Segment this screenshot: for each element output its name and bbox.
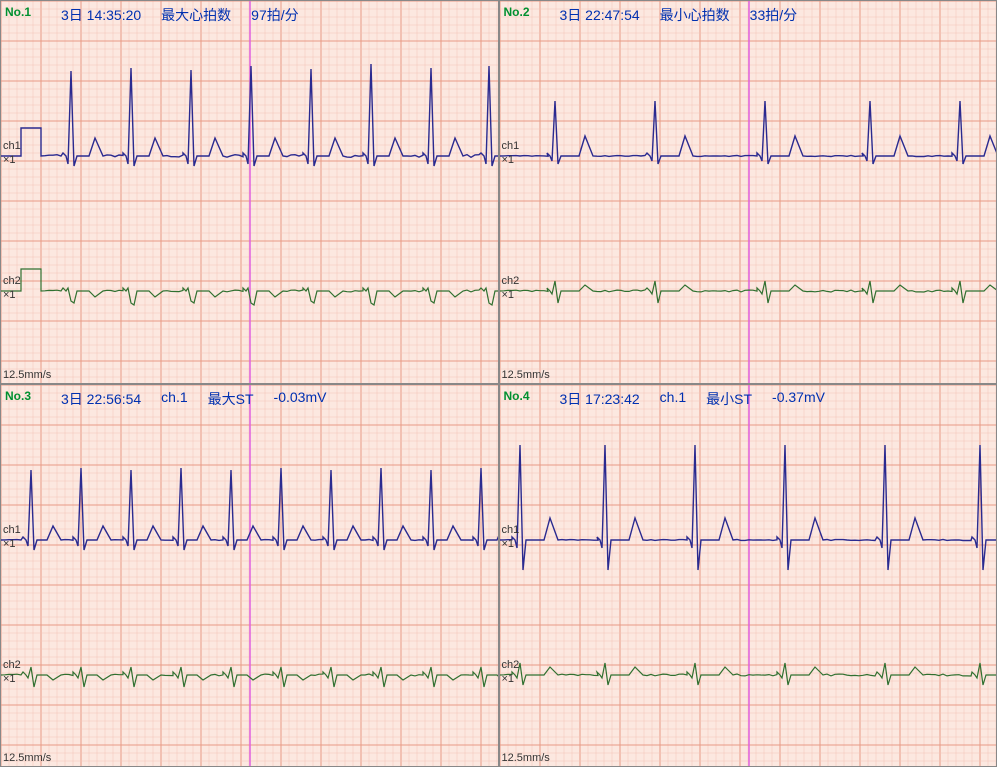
ch1-label: ch1 bbox=[3, 524, 21, 536]
hdr-field-1: 最小心拍数 bbox=[660, 5, 730, 25]
ecg-svg bbox=[500, 1, 997, 384]
time-scale: 12.5mm/s bbox=[3, 369, 51, 381]
ch1-scale: ×1 bbox=[3, 538, 16, 550]
hdr-field-0: 3日 17:23:42 bbox=[560, 389, 640, 409]
hdr-field-3: -0.03mV bbox=[274, 389, 327, 409]
hdr-field-3: -0.37mV bbox=[772, 389, 825, 409]
ecg-panel-3: No.3 3日 22:56:54 ch.1 最大ST -0.03mV ch1 ×1 c… bbox=[0, 384, 499, 767]
ecg-svg bbox=[1, 385, 499, 767]
ch2-label: ch2 bbox=[3, 659, 21, 671]
ch1-label: ch1 bbox=[3, 140, 21, 152]
ch1-label: ch1 bbox=[502, 524, 520, 536]
ecg-panel-2: No.2 3日 22:47:54 最小心拍数 33拍/分 ch1 ×1 ch2 ×1… bbox=[499, 0, 997, 384]
ecg-panel-4: No.4 3日 17:23:42 ch.1 最小ST -0.37mV ch1 ×1 c… bbox=[499, 384, 997, 767]
ch2-scale: ×1 bbox=[502, 289, 515, 301]
time-scale: 12.5mm/s bbox=[3, 752, 51, 764]
ch2-label: ch2 bbox=[3, 275, 21, 287]
panel-id: No.2 bbox=[504, 5, 530, 19]
ch2-scale: ×1 bbox=[502, 673, 515, 685]
ch2-label: ch2 bbox=[502, 275, 520, 287]
ch1-scale: ×1 bbox=[3, 154, 16, 166]
ecg-svg bbox=[500, 385, 997, 767]
panel-id: No.4 bbox=[504, 389, 530, 403]
ch2-scale: ×1 bbox=[3, 673, 16, 685]
panel-header: 3日 14:35:20 最大心拍数 97拍/分 bbox=[61, 5, 490, 25]
panel-header: 3日 22:56:54 ch.1 最大ST -0.03mV bbox=[61, 389, 490, 409]
hdr-field-1: 最大心拍数 bbox=[161, 5, 231, 25]
ch1-scale: ×1 bbox=[502, 538, 515, 550]
ecg-grid-container: No.1 3日 14:35:20 最大心拍数 97拍/分 ch1 ×1 ch2 ×1… bbox=[0, 0, 997, 767]
hdr-field-1: ch.1 bbox=[161, 389, 187, 409]
hdr-field-0: 3日 22:56:54 bbox=[61, 389, 141, 409]
panel-id: No.1 bbox=[5, 5, 31, 19]
hdr-field-2: 最小ST bbox=[706, 389, 752, 409]
time-scale: 12.5mm/s bbox=[502, 752, 550, 764]
hdr-field-2: 33拍/分 bbox=[750, 5, 797, 25]
panel-id: No.3 bbox=[5, 389, 31, 403]
hdr-field-2: 最大ST bbox=[208, 389, 254, 409]
panel-header: 3日 22:47:54 最小心拍数 33拍/分 bbox=[560, 5, 989, 25]
panel-header: 3日 17:23:42 ch.1 最小ST -0.37mV bbox=[560, 389, 989, 409]
hdr-field-2: 97拍/分 bbox=[251, 5, 298, 25]
ch2-scale: ×1 bbox=[3, 289, 16, 301]
ecg-svg bbox=[1, 1, 499, 384]
time-scale: 12.5mm/s bbox=[502, 369, 550, 381]
hdr-field-1: ch.1 bbox=[660, 389, 686, 409]
ch1-scale: ×1 bbox=[502, 154, 515, 166]
hdr-field-0: 3日 14:35:20 bbox=[61, 5, 141, 25]
ecg-panel-1: No.1 3日 14:35:20 最大心拍数 97拍/分 ch1 ×1 ch2 ×1… bbox=[0, 0, 499, 384]
hdr-field-0: 3日 22:47:54 bbox=[560, 5, 640, 25]
ch2-label: ch2 bbox=[502, 659, 520, 671]
ch1-label: ch1 bbox=[502, 140, 520, 152]
